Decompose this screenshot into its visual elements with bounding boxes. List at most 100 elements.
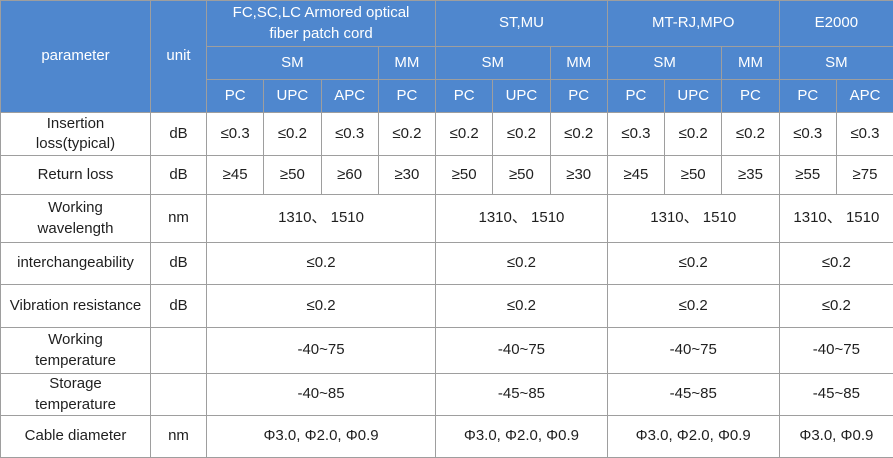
- header-row-fiber-mode: SM MM SM MM SM MM SM: [1, 46, 893, 80]
- subheader-e2000-sm: SM: [778, 46, 893, 80]
- unit-cell: [150, 327, 207, 374]
- polish-header: UPC: [263, 79, 322, 113]
- polish-header: PC: [778, 79, 837, 113]
- polish-header: UPC: [492, 79, 551, 113]
- value-cell: ≤0.3: [205, 112, 265, 156]
- subheader-fc-sm: SM: [206, 46, 379, 80]
- value-cell: ≥75: [835, 155, 893, 195]
- group-value-cell: Φ3.0, Φ2.0, Φ0.9: [606, 415, 780, 458]
- group-value-cell: ≤0.2: [778, 284, 893, 328]
- group-value-cell: ≤0.2: [205, 284, 437, 328]
- group-value-cell: ≤0.2: [435, 284, 608, 328]
- group-value-cell: ≤0.2: [435, 242, 608, 285]
- header-row-groups: parameter unit FC,SC,LC Armored optical …: [0, 0, 893, 113]
- group-value-cell: -40~75: [606, 327, 780, 374]
- polish-header: APC: [835, 79, 893, 113]
- unit-cell: nm: [150, 415, 207, 458]
- value-cell: ≥60: [320, 155, 379, 195]
- param-cell: interchangeability: [0, 242, 151, 285]
- value-cell: ≥50: [664, 155, 723, 195]
- value-cell: ≥45: [606, 155, 666, 195]
- subheader-st-sm: SM: [435, 46, 551, 80]
- table-row-return-loss: Return loss dB ≥45 ≥50 ≥60 ≥30 ≥50 ≥50 ≥…: [0, 155, 893, 195]
- subheader-st-mm: MM: [549, 46, 608, 80]
- table-row-cable-diameter: Cable diameter nm Φ3.0, Φ2.0, Φ0.9 Φ3.0,…: [0, 415, 893, 458]
- polish-header: PC: [549, 79, 608, 113]
- subheader-mt-sm: SM: [606, 46, 723, 80]
- group-header-st-mu: ST,MU: [435, 0, 608, 47]
- value-cell: ≥50: [263, 155, 322, 195]
- value-cell: ≥50: [435, 155, 494, 195]
- polish-header: PC: [435, 79, 494, 113]
- header-row-polish-type: PC UPC APC PC PC UPC PC PC UPC PC PC APC: [1, 79, 893, 113]
- value-cell: ≥35: [721, 155, 780, 195]
- group-value-cell: -40~75: [205, 327, 437, 374]
- group-value-cell: 1310、 1510: [778, 194, 893, 243]
- group-value-cell: -40~75: [435, 327, 608, 374]
- group-header-mt-rj-mpo: MT-RJ,MPO: [606, 0, 780, 47]
- group-value-cell: 1310、 1510: [435, 194, 608, 243]
- value-cell: ≤0.2: [263, 112, 322, 156]
- group-value-cell: Φ3.0, Φ0.9: [778, 415, 893, 458]
- table-row-vibration-resistance: Vibration resistance dB ≤0.2 ≤0.2 ≤0.2 ≤…: [0, 284, 893, 328]
- group-value-cell: ≤0.2: [606, 284, 780, 328]
- param-cell: Cable diameter: [0, 415, 151, 458]
- polish-header: PC: [377, 79, 437, 113]
- value-cell: ≤0.2: [377, 112, 437, 156]
- param-cell: Return loss: [0, 155, 151, 195]
- group-value-cell: Φ3.0, Φ2.0, Φ0.9: [435, 415, 608, 458]
- table-row-working-wavelength: Working wavelength nm 1310、 1510 1310、 1…: [0, 194, 893, 243]
- group-value-cell: -45~85: [606, 373, 780, 416]
- value-cell: ≥55: [778, 155, 837, 195]
- subheader-fc-mm: MM: [377, 46, 437, 80]
- value-cell: ≤0.2: [549, 112, 608, 156]
- group-value-cell: ≤0.2: [778, 242, 893, 285]
- value-cell: ≤0.2: [492, 112, 551, 156]
- polish-header: PC: [606, 79, 666, 113]
- value-cell: ≥45: [205, 155, 265, 195]
- polish-header: APC: [320, 79, 379, 113]
- polish-header: PC: [721, 79, 780, 113]
- col-header-parameter: parameter: [0, 0, 151, 113]
- value-cell: ≤0.2: [664, 112, 723, 156]
- param-cell: Working temperature: [0, 327, 151, 374]
- value-cell: ≤0.2: [435, 112, 494, 156]
- group-value-cell: ≤0.2: [606, 242, 780, 285]
- value-cell: ≥50: [492, 155, 551, 195]
- group-value-cell: 1310、 1510: [606, 194, 780, 243]
- param-cell: Vibration resistance: [0, 284, 151, 328]
- group-header-fc-sc-lc: FC,SC,LC Armored optical fiber patch cor…: [205, 0, 437, 47]
- unit-cell: nm: [150, 194, 207, 243]
- param-cell: Storage temperature: [0, 373, 151, 416]
- group-value-cell: -40~85: [205, 373, 437, 416]
- unit-cell: [150, 373, 207, 416]
- unit-cell: dB: [150, 155, 207, 195]
- group-value-cell: Φ3.0, Φ2.0, Φ0.9: [205, 415, 437, 458]
- value-cell: ≥30: [549, 155, 608, 195]
- table-row-insertion-loss: Insertion loss(typical) dB ≤0.3 ≤0.2 ≤0.…: [0, 112, 893, 156]
- unit-cell: dB: [150, 284, 207, 328]
- value-cell: ≤0.3: [606, 112, 666, 156]
- group-value-cell: -45~85: [435, 373, 608, 416]
- group-value-cell: 1310、 1510: [205, 194, 437, 243]
- group-header-e2000: E2000: [778, 0, 893, 47]
- table-row-storage-temperature: Storage temperature -40~85 -45~85 -45~85…: [0, 373, 893, 416]
- param-cell: Insertion loss(typical): [0, 112, 151, 156]
- subheader-mt-mm: MM: [721, 46, 780, 80]
- polish-header: PC: [205, 79, 265, 113]
- value-cell: ≤0.2: [721, 112, 780, 156]
- table-row-interchangeability: interchangeability dB ≤0.2 ≤0.2 ≤0.2 ≤0.…: [0, 242, 893, 285]
- unit-cell: dB: [150, 242, 207, 285]
- unit-cell: dB: [150, 112, 207, 156]
- value-cell: ≤0.3: [778, 112, 837, 156]
- value-cell: ≤0.3: [320, 112, 379, 156]
- value-cell: ≤0.3: [835, 112, 893, 156]
- param-cell: Working wavelength: [0, 194, 151, 243]
- group-value-cell: -40~75: [778, 327, 893, 374]
- group-value-cell: ≤0.2: [205, 242, 437, 285]
- col-header-unit: unit: [150, 0, 207, 113]
- group-value-cell: -45~85: [778, 373, 893, 416]
- value-cell: ≥30: [377, 155, 437, 195]
